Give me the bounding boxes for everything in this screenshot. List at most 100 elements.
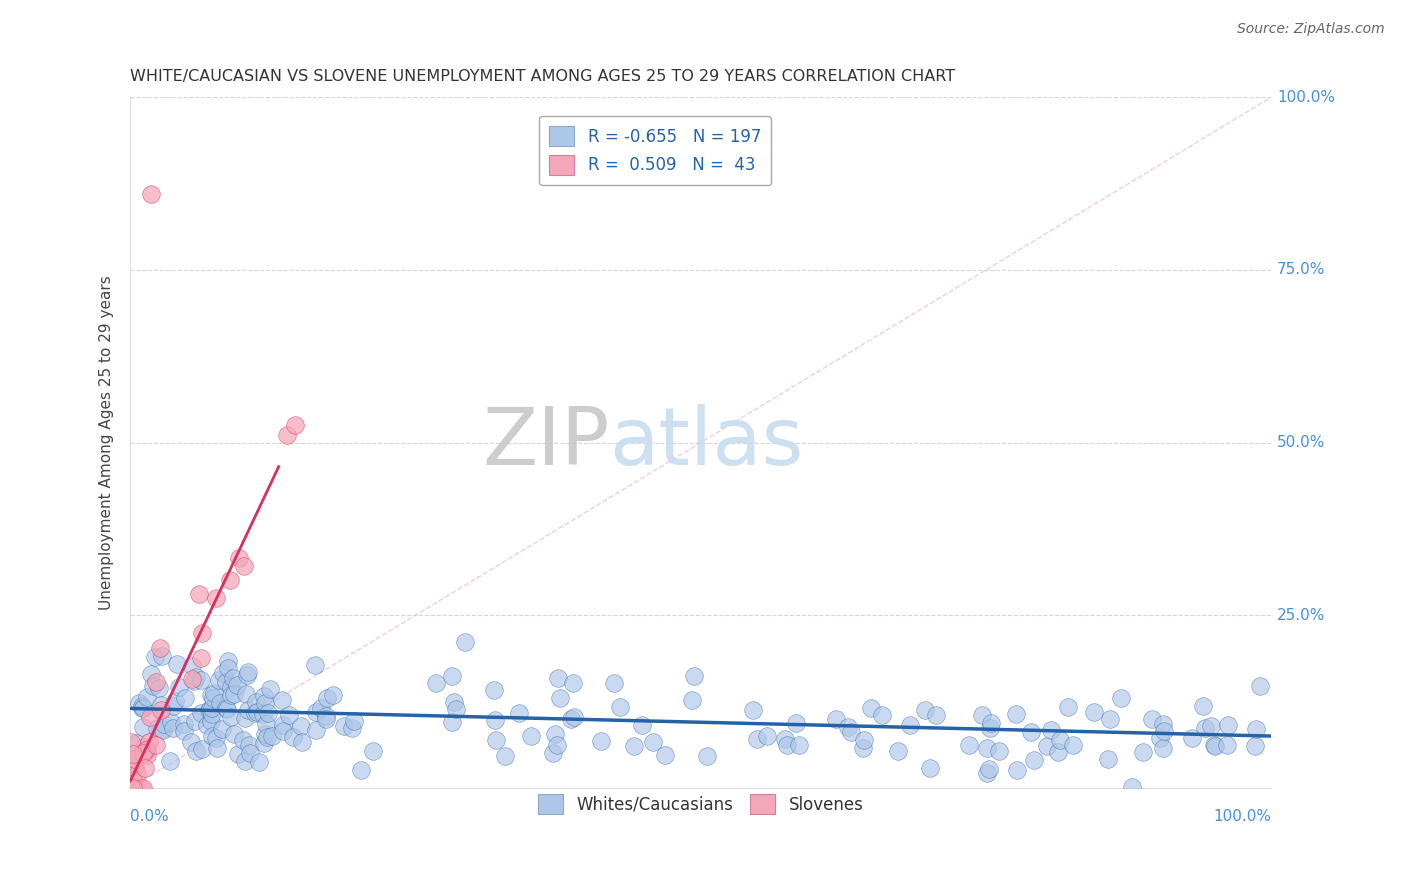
Y-axis label: Unemployment Among Ages 25 to 29 years: Unemployment Among Ages 25 to 29 years <box>100 275 114 610</box>
Point <box>120 780 142 795</box>
Point <box>256 706 278 721</box>
Point <box>340 721 363 735</box>
Point <box>159 754 181 768</box>
Point <box>1244 739 1267 753</box>
Point <box>150 649 173 664</box>
Point <box>181 672 204 686</box>
Point <box>898 718 921 732</box>
Point <box>149 703 172 717</box>
Point <box>124 780 146 795</box>
Point <box>564 710 586 724</box>
Point <box>446 702 468 716</box>
Point <box>253 736 276 750</box>
Point <box>1057 699 1080 714</box>
Legend: Whites/Caucasians, Slovenes: Whites/Caucasians, Slovenes <box>531 788 870 821</box>
Point <box>152 723 174 737</box>
Point <box>200 729 222 743</box>
Point <box>546 738 568 752</box>
Point <box>204 591 226 605</box>
Point <box>548 690 571 705</box>
Point <box>1199 719 1222 733</box>
Point <box>152 716 174 731</box>
Point <box>219 710 242 724</box>
Point <box>198 703 221 717</box>
Point <box>202 691 225 706</box>
Point <box>773 731 796 746</box>
Point <box>977 762 1000 776</box>
Point <box>603 676 626 690</box>
Point <box>979 721 1001 735</box>
Point <box>122 762 145 776</box>
Point <box>131 721 153 735</box>
Point <box>191 625 214 640</box>
Point <box>134 761 156 775</box>
Point <box>120 735 142 749</box>
Point <box>212 666 235 681</box>
Point <box>236 668 259 682</box>
Point <box>1244 722 1267 736</box>
Point <box>245 695 267 709</box>
Point <box>494 749 516 764</box>
Point <box>1083 705 1105 719</box>
Point <box>191 741 214 756</box>
Point <box>136 747 159 762</box>
Point <box>1152 717 1174 731</box>
Point <box>224 687 246 701</box>
Point <box>142 679 165 693</box>
Point <box>125 780 148 794</box>
Point <box>1019 724 1042 739</box>
Point <box>683 669 706 683</box>
Point <box>124 752 146 766</box>
Point <box>184 670 207 684</box>
Point <box>343 714 366 728</box>
Point <box>1152 741 1174 756</box>
Point <box>886 744 908 758</box>
Point <box>121 747 143 761</box>
Point <box>145 650 167 665</box>
Point <box>277 707 299 722</box>
Point <box>425 675 447 690</box>
Point <box>837 720 859 734</box>
Point <box>173 690 195 705</box>
Text: WHITE/CAUCASIAN VS SLOVENE UNEMPLOYMENT AMONG AGES 25 TO 29 YEARS CORRELATION CH: WHITE/CAUCASIAN VS SLOVENE UNEMPLOYMENT … <box>131 69 956 84</box>
Point <box>852 741 875 756</box>
Point <box>1062 738 1084 752</box>
Point <box>125 767 148 781</box>
Point <box>124 780 146 795</box>
Point <box>454 635 477 649</box>
Point <box>560 712 582 726</box>
Point <box>1132 745 1154 759</box>
Point <box>217 661 239 675</box>
Point <box>291 734 314 748</box>
Point <box>284 418 307 433</box>
Point <box>162 698 184 713</box>
Point <box>211 722 233 736</box>
Point <box>853 733 876 747</box>
Point <box>304 658 326 673</box>
Point <box>443 695 465 709</box>
Point <box>205 740 228 755</box>
Point <box>1005 707 1028 722</box>
Point <box>138 710 160 724</box>
Text: 50.0%: 50.0% <box>1277 435 1326 450</box>
Point <box>824 712 846 726</box>
Point <box>305 723 328 737</box>
Point <box>190 706 212 720</box>
Point <box>233 711 256 725</box>
Point <box>756 729 779 743</box>
Point <box>1039 723 1062 737</box>
Point <box>976 740 998 755</box>
Point <box>200 714 222 729</box>
Point <box>190 673 212 688</box>
Text: 100.0%: 100.0% <box>1277 90 1336 104</box>
Point <box>132 701 155 715</box>
Point <box>135 743 157 757</box>
Point <box>120 780 142 795</box>
Point <box>121 773 143 788</box>
Point <box>562 676 585 690</box>
Point <box>1121 780 1143 794</box>
Point <box>980 716 1002 731</box>
Point <box>183 674 205 689</box>
Point <box>180 735 202 749</box>
Point <box>183 714 205 729</box>
